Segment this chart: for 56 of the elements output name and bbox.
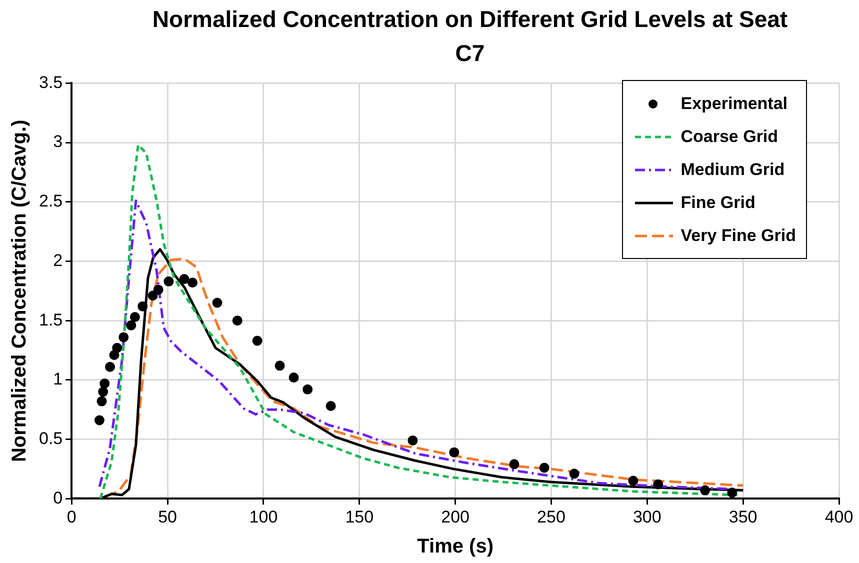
point (232, 316, 242, 326)
point (126, 320, 136, 330)
y-tick-label: 2.5 (38, 192, 63, 211)
x-tick-label: 0 (66, 507, 76, 526)
point (539, 462, 550, 473)
point (509, 459, 520, 470)
y-tick-label: 1 (53, 370, 63, 389)
point (138, 301, 148, 312)
x-axis-title: Time (s) (417, 536, 494, 558)
y-tick-label: 0.5 (38, 428, 63, 448)
point (98, 386, 108, 397)
point (153, 284, 164, 295)
point (274, 360, 285, 371)
x-tick-label: 150 (345, 507, 374, 526)
point (326, 401, 336, 412)
y-tick-label: 2 (53, 250, 63, 270)
legend-label: Medium Grid (680, 160, 785, 180)
legend-label: Very Fine Grid (680, 226, 796, 246)
chart-title: Normalized Concentration on Different Grid Levels at Seat C7 (151, 5, 789, 68)
y-axis-title: Normalized Concentration (C/Cavg.) (8, 120, 31, 462)
point (96, 396, 107, 406)
y-tick-label: 3.5 (38, 72, 63, 92)
legend-label: Experimental (680, 94, 788, 114)
point (105, 362, 115, 372)
x-tick-label: 300 (632, 507, 662, 526)
legend-label: Coarse Grid (680, 126, 778, 146)
point (112, 342, 122, 353)
y-tick-label: 0 (53, 488, 63, 508)
point (252, 336, 262, 346)
point (187, 278, 198, 288)
point (130, 312, 140, 322)
x-tick-label: 250 (537, 507, 566, 526)
y-tick-label: 3 (53, 132, 63, 152)
point (700, 485, 710, 496)
x-tick-label: 400 (824, 507, 854, 526)
point (449, 447, 460, 458)
x-tick-label: 200 (441, 507, 470, 526)
point (408, 435, 418, 446)
point (288, 372, 299, 383)
point (94, 415, 104, 426)
x-tick-label: 50 (158, 507, 178, 526)
point (628, 476, 638, 486)
point (569, 468, 580, 479)
point (212, 298, 222, 308)
legend-label: Fine Grid (680, 192, 756, 212)
y-tick-label: 1.5 (38, 310, 63, 330)
x-tick-label: 350 (728, 507, 758, 526)
x-tick-label: 100 (249, 507, 278, 526)
point (148, 290, 158, 301)
point (164, 276, 174, 286)
point (179, 274, 190, 284)
point (100, 378, 110, 388)
point (118, 332, 129, 342)
point (302, 384, 313, 394)
point (727, 488, 738, 498)
point (653, 479, 664, 490)
